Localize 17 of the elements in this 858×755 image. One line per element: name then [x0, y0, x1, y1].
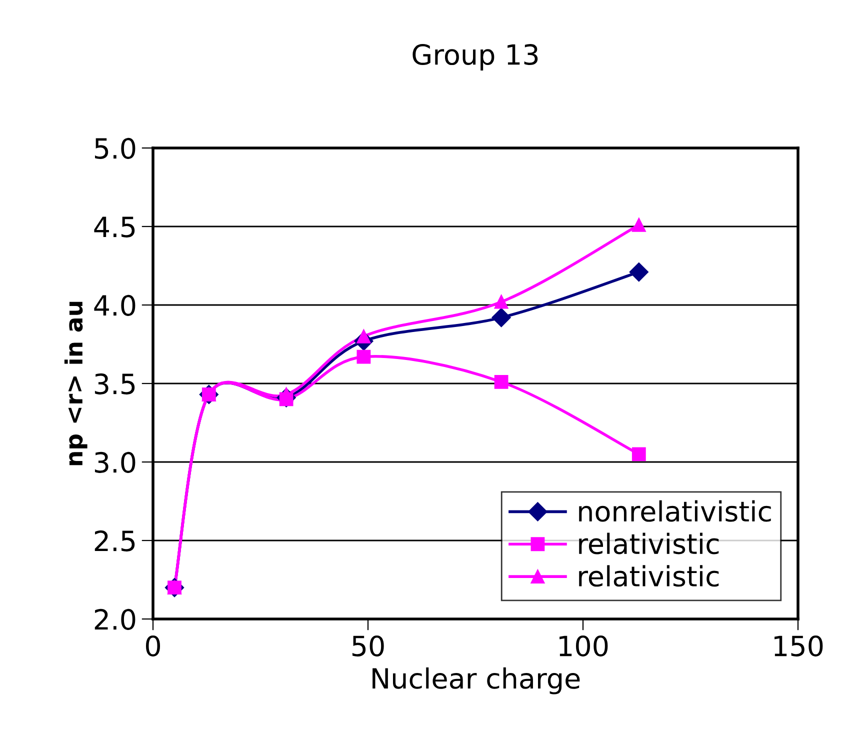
y-tick-label: 3.5 — [94, 373, 135, 394]
x-tick-label: 150 — [774, 635, 823, 656]
y-axis-title: np <r> in au — [64, 302, 88, 466]
legend-label: relativistic — [579, 532, 719, 554]
y-tick-label: 3.0 — [94, 452, 136, 473]
y-tick-label: 5.0 — [94, 138, 136, 159]
x-axis-title: Nuclear charge — [372, 667, 580, 694]
x-tick-label: 50 — [352, 635, 384, 656]
x-tick-label: 100 — [560, 635, 608, 656]
y-tick-label: 4.0 — [94, 294, 136, 316]
legend-label: relativistic — [579, 565, 719, 587]
y-tick-label: 2.5 — [94, 530, 135, 552]
chart-title: Group 13 — [412, 44, 538, 70]
y-tick-label: 2.0 — [94, 608, 136, 630]
legend-label: nonrelativistic — [579, 500, 771, 522]
y-tick-label: 4.5 — [94, 216, 135, 238]
x-tick-label: 0 — [146, 635, 160, 656]
